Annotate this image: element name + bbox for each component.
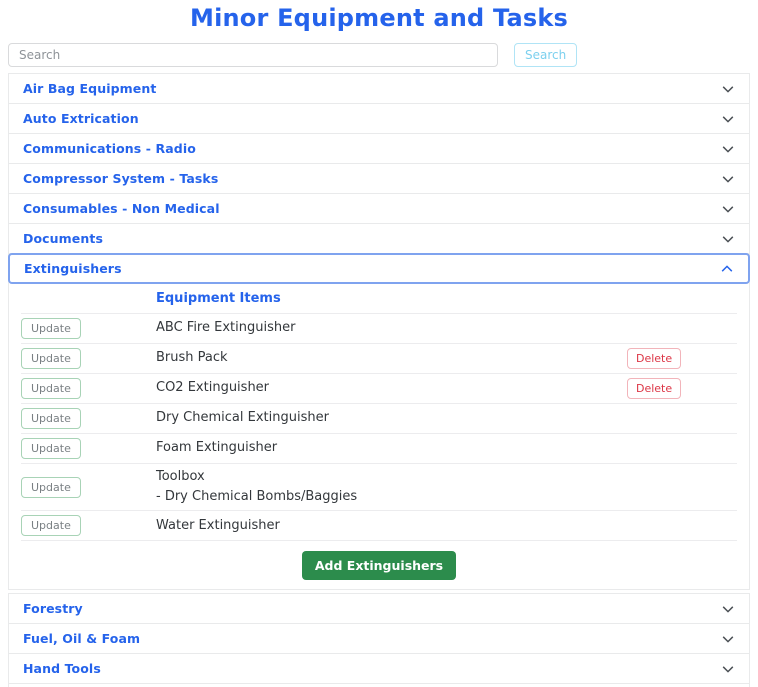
- chevron-down-icon: [721, 112, 735, 126]
- delete-button[interactable]: Delete: [627, 378, 682, 399]
- accordion-header[interactable]: Auto Extrication: [9, 104, 749, 133]
- table-row: Update CO2 Extinguisher Delete: [21, 374, 737, 404]
- accordion-header[interactable]: Consumables - Non Medical: [9, 194, 749, 223]
- update-button[interactable]: Update: [21, 348, 81, 369]
- update-button[interactable]: Update: [21, 476, 81, 498]
- chevron-down-icon: [721, 82, 735, 96]
- equipment-items-title: Equipment Items: [156, 291, 281, 306]
- search-button[interactable]: Search: [514, 43, 578, 67]
- update-button[interactable]: Update: [21, 378, 81, 399]
- accordion-item-label: Auto Extrication: [23, 111, 139, 126]
- accordion-item-label: Forestry: [23, 601, 83, 617]
- table-row: Update Water Extinguisher: [21, 511, 737, 542]
- accordion-item-label: Communications - Radio: [23, 141, 196, 156]
- accordion-item-extinguishers: Extinguishers Equipment Items Update ABC…: [8, 253, 750, 591]
- accordion-header[interactable]: Compressor System - Tasks: [9, 164, 749, 193]
- add-row: Add Extinguishers: [9, 541, 749, 581]
- accordion-header-extinguishers[interactable]: Extinguishers: [8, 253, 750, 284]
- accordion-item-compressor-system-tasks: Compressor System - Tasks: [8, 163, 750, 193]
- accordion-item-auto-extrication: Auto Extrication: [8, 103, 750, 133]
- chevron-down-icon: [721, 202, 735, 216]
- equipment-item-name-line1: Toolbox: [156, 469, 205, 484]
- table-row: Update Foam Extinguisher: [21, 434, 737, 464]
- equipment-item-name: ABC Fire Extinguisher: [156, 320, 296, 336]
- table-row: Update ABC Fire Extinguisher: [21, 314, 737, 344]
- accordion-header[interactable]: Hand Tools: [9, 654, 749, 683]
- accordion-header[interactable]: Documents: [9, 224, 749, 253]
- accordion-item-documents: Documents: [8, 223, 750, 253]
- search-input[interactable]: [8, 43, 498, 67]
- chevron-down-icon: [721, 632, 735, 646]
- accordion-item-label: Fuel, Oil & Foam: [23, 631, 141, 647]
- equipment-item-name: Brush Pack: [156, 350, 228, 366]
- delete-button[interactable]: Delete: [627, 348, 682, 369]
- equipment-accordion: Air Bag Equipment Auto Extrication Commu…: [8, 73, 750, 687]
- table-row: Update Brush Pack Delete: [21, 344, 737, 374]
- table-row: Update Toolbox - Dry Chemical Bombs/Bagg…: [21, 464, 737, 512]
- update-button[interactable]: Update: [21, 408, 81, 429]
- add-extinguishers-button[interactable]: Add Extinguishers: [301, 551, 457, 581]
- accordion-item-label: Consumables - Non Medical: [23, 201, 220, 216]
- accordion-item-air-bag-equipment: Air Bag Equipment: [8, 73, 750, 103]
- equipment-item-name-line2: - Dry Chemical Bombs/Baggies: [156, 489, 358, 505]
- chevron-down-icon: [721, 602, 735, 616]
- accordion-item-label: Extinguishers: [24, 261, 122, 276]
- accordion-header[interactable]: Forestry: [9, 594, 749, 623]
- table-row: Update Dry Chemical Extinguisher: [21, 404, 737, 434]
- accordion-header[interactable]: Communications - Radio: [9, 134, 749, 163]
- chevron-up-icon: [720, 262, 734, 276]
- accordion-item-label: Air Bag Equipment: [23, 81, 157, 96]
- equipment-items-header-row: Equipment Items: [21, 283, 737, 314]
- equipment-item-name: Toolbox - Dry Chemical Bombs/Baggies: [156, 467, 627, 507]
- search-bar: Search: [8, 43, 750, 67]
- equipment-item-name: Foam Extinguisher: [156, 440, 278, 456]
- accordion-item-label: Compressor System - Tasks: [23, 171, 219, 186]
- chevron-down-icon: [721, 232, 735, 246]
- equipment-item-name: CO2 Extinguisher: [156, 380, 270, 396]
- accordion-header[interactable]: Air Bag Equipment: [9, 74, 749, 103]
- chevron-down-icon: [721, 142, 735, 156]
- accordion-item-communications-radio: Communications - Radio: [8, 133, 750, 163]
- accordion-item-hand-tools: Hand Tools: [8, 653, 750, 684]
- accordion-item-label: Documents: [23, 231, 103, 246]
- update-button[interactable]: Update: [21, 438, 81, 459]
- extinguishers-panel: Equipment Items Update ABC Fire Extingui…: [9, 283, 749, 589]
- equipment-item-name: Dry Chemical Extinguisher: [156, 410, 329, 426]
- accordion-header[interactable]: Fuel, Oil & Foam: [9, 624, 749, 653]
- update-button[interactable]: Update: [21, 515, 81, 537]
- accordion-item-fuel-oil-foam: Fuel, Oil & Foam: [8, 623, 750, 654]
- chevron-down-icon: [721, 662, 735, 676]
- accordion-item-consumables-non-medical: Consumables - Non Medical: [8, 193, 750, 223]
- accordion-item-label: Hand Tools: [23, 661, 101, 677]
- page-title: Minor Equipment and Tasks: [190, 4, 568, 32]
- chevron-down-icon: [721, 172, 735, 186]
- update-button[interactable]: Update: [21, 318, 81, 339]
- accordion-item-forestry: Forestry: [8, 593, 750, 624]
- equipment-item-name: Water Extinguisher: [156, 517, 280, 533]
- accordion-item-hoses: Hoses: [8, 683, 750, 687]
